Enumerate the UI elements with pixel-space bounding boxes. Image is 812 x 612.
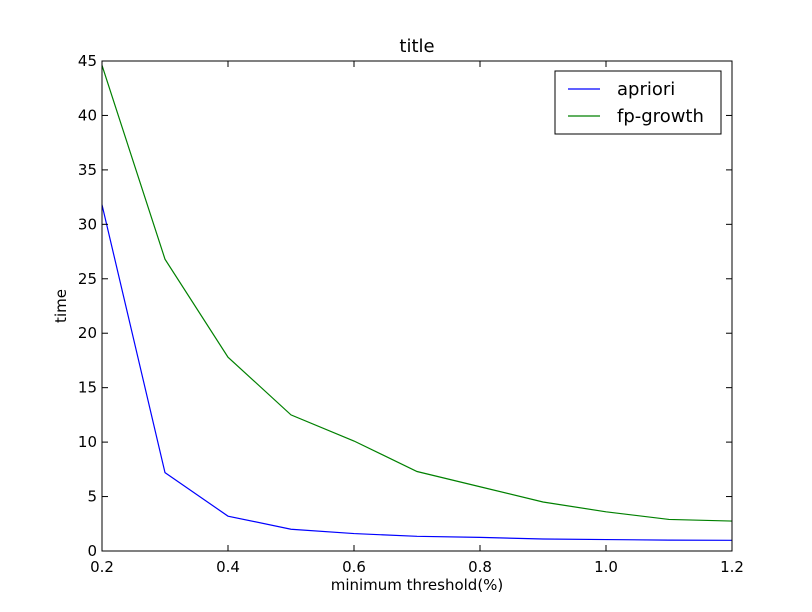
legend: apriori fp-growth (554, 70, 722, 135)
y-tick-label: 5 (87, 488, 97, 506)
x-tick-label: 0.4 (216, 558, 240, 576)
y-tick-label: 15 (78, 379, 97, 397)
x-tick-label: 1.2 (720, 558, 744, 576)
y-tick-label: 30 (78, 215, 97, 233)
x-tick-label: 0.8 (468, 558, 492, 576)
y-tick-label: 45 (78, 52, 97, 70)
legend-label-fp-growth: fp-growth (617, 106, 704, 127)
series-line-fp-growth (101, 65, 733, 522)
y-tick-label: 40 (78, 106, 97, 124)
x-axis-label: minimum threshold(%) (331, 576, 504, 594)
series-line-apriori (101, 204, 733, 541)
y-tick-label: 20 (78, 324, 97, 342)
legend-label-apriori: apriori (617, 79, 675, 100)
y-tick-label: 35 (78, 161, 97, 179)
plot-lines (101, 65, 733, 541)
x-tick-label: 0.2 (90, 558, 114, 576)
y-tick-label: 25 (78, 270, 97, 288)
x-tick-label: 1.0 (594, 558, 618, 576)
plot-area-frame (101, 60, 733, 552)
y-axis-ticks: 0 5 10 15 20 25 30 35 40 45 (78, 52, 732, 560)
y-tick-label: 0 (87, 542, 97, 560)
legend-box (554, 70, 722, 135)
y-axis-label: time (52, 289, 70, 323)
x-tick-label: 0.6 (342, 558, 366, 576)
x-axis-ticks: 0.2 0.4 0.6 0.8 1.0 1.2 (90, 61, 744, 576)
chart-title: title (399, 36, 434, 57)
y-tick-label: 10 (78, 433, 97, 451)
